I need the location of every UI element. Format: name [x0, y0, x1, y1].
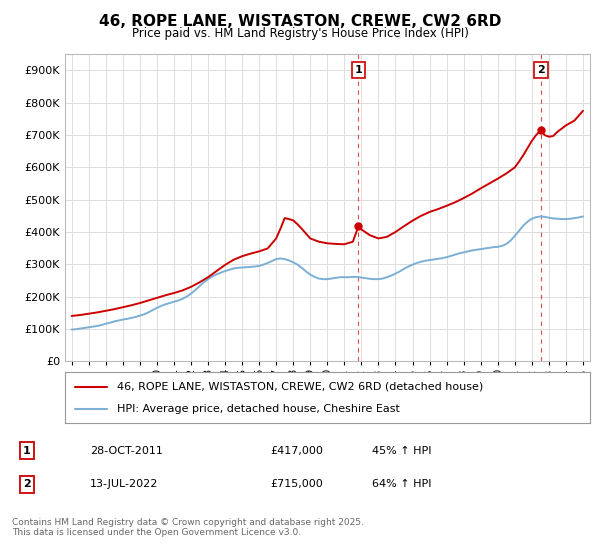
Text: £417,000: £417,000 [270, 446, 323, 456]
Text: 2: 2 [23, 479, 31, 489]
Text: £715,000: £715,000 [270, 479, 323, 489]
Text: 13-JUL-2022: 13-JUL-2022 [90, 479, 158, 489]
Text: Contains HM Land Registry data © Crown copyright and database right 2025.
This d: Contains HM Land Registry data © Crown c… [12, 518, 364, 538]
Text: 1: 1 [23, 446, 31, 456]
Text: 45% ↑ HPI: 45% ↑ HPI [372, 446, 431, 456]
Text: 46, ROPE LANE, WISTASTON, CREWE, CW2 6RD: 46, ROPE LANE, WISTASTON, CREWE, CW2 6RD [99, 14, 501, 29]
Text: 64% ↑ HPI: 64% ↑ HPI [372, 479, 431, 489]
Text: 46, ROPE LANE, WISTASTON, CREWE, CW2 6RD (detached house): 46, ROPE LANE, WISTASTON, CREWE, CW2 6RD… [118, 381, 484, 391]
Text: 2: 2 [537, 65, 545, 75]
Text: Price paid vs. HM Land Registry's House Price Index (HPI): Price paid vs. HM Land Registry's House … [131, 27, 469, 40]
Text: 1: 1 [355, 65, 362, 75]
Text: 28-OCT-2011: 28-OCT-2011 [90, 446, 163, 456]
Text: HPI: Average price, detached house, Cheshire East: HPI: Average price, detached house, Ches… [118, 404, 400, 414]
